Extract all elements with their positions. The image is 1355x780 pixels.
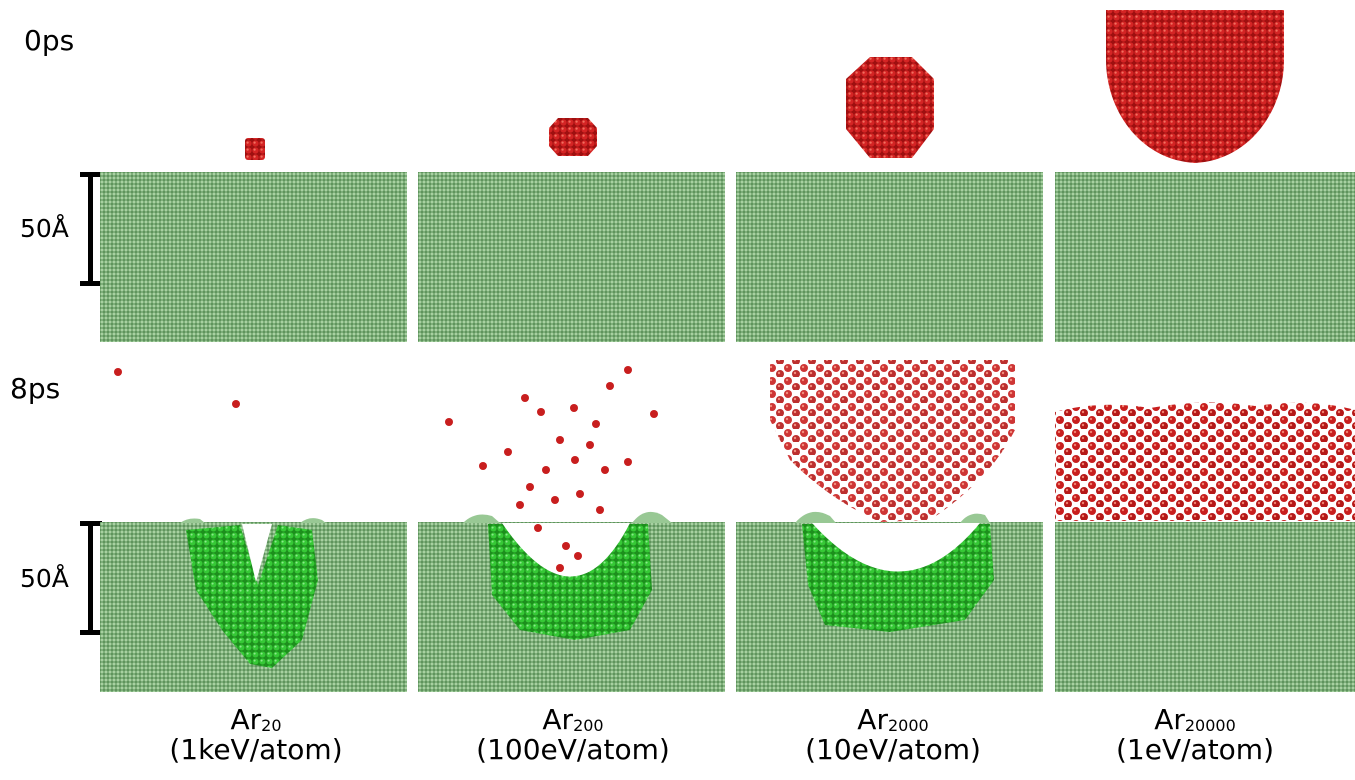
argon-layer-ar20000 xyxy=(1055,402,1355,521)
scale-label-bottom: 50Å xyxy=(20,564,69,593)
argon-cluster-ar200 xyxy=(549,118,597,156)
substrate-panel-8ps-ar20000 xyxy=(1055,522,1355,692)
scale-label-top: 50Å xyxy=(20,214,69,243)
substrate-panel-8ps-ar20 xyxy=(100,522,407,692)
substrate-panel-8ps-ar200 xyxy=(418,522,725,692)
argon-spray-ar2000 xyxy=(770,360,1015,522)
column-label-ar20000: Ar20000 (1eV/atom) xyxy=(1115,703,1275,766)
substrate-panel-8ps-ar2000 xyxy=(736,522,1043,692)
time-label-0ps: 0ps xyxy=(24,24,75,57)
substrate-panel-0ps-ar200 xyxy=(418,172,725,342)
column-label-ar20: Ar20 (1keV/atom) xyxy=(169,703,343,766)
argon-cluster-ar2000 xyxy=(846,57,934,158)
scale-bar-top xyxy=(80,172,102,286)
column-label-ar200: Ar200 (100eV/atom) xyxy=(476,703,670,766)
argon-cluster-ar20000 xyxy=(1106,10,1284,163)
argon-cluster-ar20 xyxy=(245,138,265,160)
time-label-8ps: 8ps xyxy=(10,372,61,405)
substrate-panel-0ps-ar2000 xyxy=(736,172,1043,342)
substrate-panel-0ps-ar20 xyxy=(100,172,407,342)
substrate-panel-0ps-ar20000 xyxy=(1055,172,1355,342)
column-label-ar2000: Ar2000 (10eV/atom) xyxy=(805,703,981,766)
scale-bar-bottom xyxy=(80,521,102,635)
